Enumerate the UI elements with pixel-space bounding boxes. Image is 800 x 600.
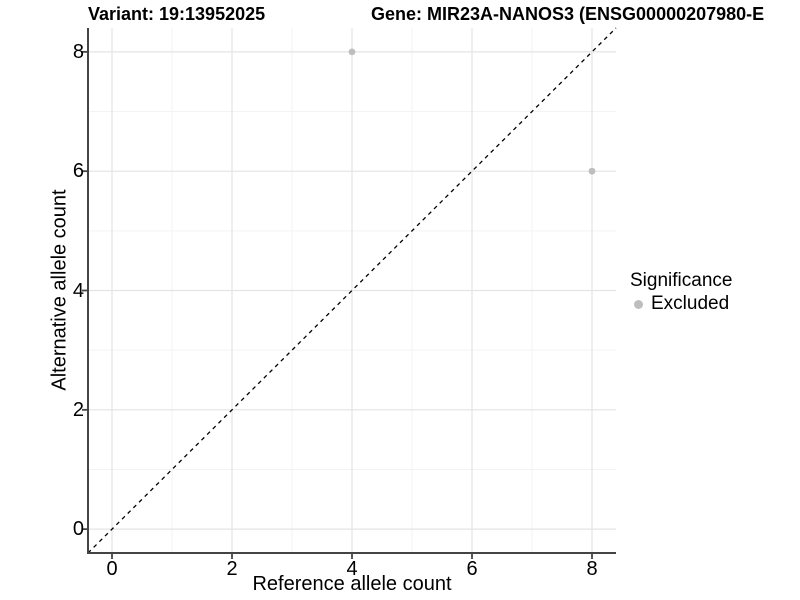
legend-item-label: Excluded bbox=[651, 293, 730, 314]
y-tick-label: 2 bbox=[72, 398, 84, 421]
x-tick-label: 6 bbox=[466, 558, 478, 580]
legend-item-excluded: Excluded bbox=[630, 293, 732, 315]
legend: Significance Excluded bbox=[630, 270, 732, 315]
y-tick-label: 6 bbox=[72, 160, 84, 183]
data-point bbox=[588, 167, 596, 175]
x-axis-title: Reference allele count bbox=[252, 573, 452, 595]
y-tick-label: 4 bbox=[72, 279, 84, 302]
x-tick-label: 0 bbox=[106, 558, 118, 580]
x-tick-label: 4 bbox=[346, 558, 358, 580]
y-tick-label: 0 bbox=[72, 518, 84, 541]
x-tick-label: 2 bbox=[226, 558, 238, 580]
variant-title: Variant: 19:13952025 bbox=[88, 4, 266, 24]
legend-title: Significance bbox=[630, 270, 733, 291]
y-tick-label: 8 bbox=[72, 40, 84, 63]
data-point bbox=[348, 48, 356, 56]
gene-title: Gene: MIR23A-NANOS3 (ENSG00000207980-E bbox=[371, 4, 765, 24]
x-tick-label: 8 bbox=[586, 558, 598, 580]
excluded-point-swatch bbox=[634, 299, 643, 309]
